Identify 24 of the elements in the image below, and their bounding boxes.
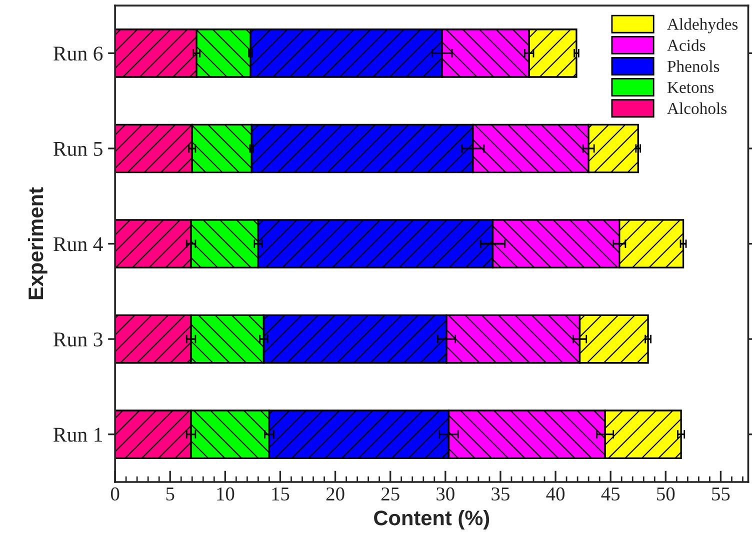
x-tick-label: 45 xyxy=(601,488,620,501)
legend-label: Ketons xyxy=(667,82,714,94)
legend-label: Phenols xyxy=(667,60,720,72)
x-tick-label: 20 xyxy=(326,487,344,501)
x-tick-label: 30 xyxy=(436,487,454,501)
y-tick-label: Run 1 xyxy=(53,428,102,442)
x-tick-label: 15 xyxy=(272,487,290,501)
x-tick-label: 35 xyxy=(492,487,510,501)
legend-label: Acids xyxy=(667,39,706,51)
legend-label: Alcohols xyxy=(667,102,727,114)
x-axis-title: Content (%) xyxy=(374,510,490,530)
x-tick-label: 50 xyxy=(657,487,675,501)
y-axis-title: Experiment xyxy=(28,187,48,300)
legend-label: Aldehydes xyxy=(667,18,738,34)
x-tick-label: 0 xyxy=(110,487,120,501)
x-tick-label: 25 xyxy=(381,487,400,501)
x-tick-label: 10 xyxy=(217,487,234,501)
y-tick-label: Run 6 xyxy=(53,46,103,61)
y-tick-label: Run 4 xyxy=(53,237,103,252)
y-tick-label: Run 3 xyxy=(53,332,102,346)
x-tick-label: 5 xyxy=(166,488,174,501)
x-tick-label: 55 xyxy=(712,488,730,501)
x-tick-label: 40 xyxy=(546,487,565,501)
y-tick-label: Run 5 xyxy=(53,142,102,156)
